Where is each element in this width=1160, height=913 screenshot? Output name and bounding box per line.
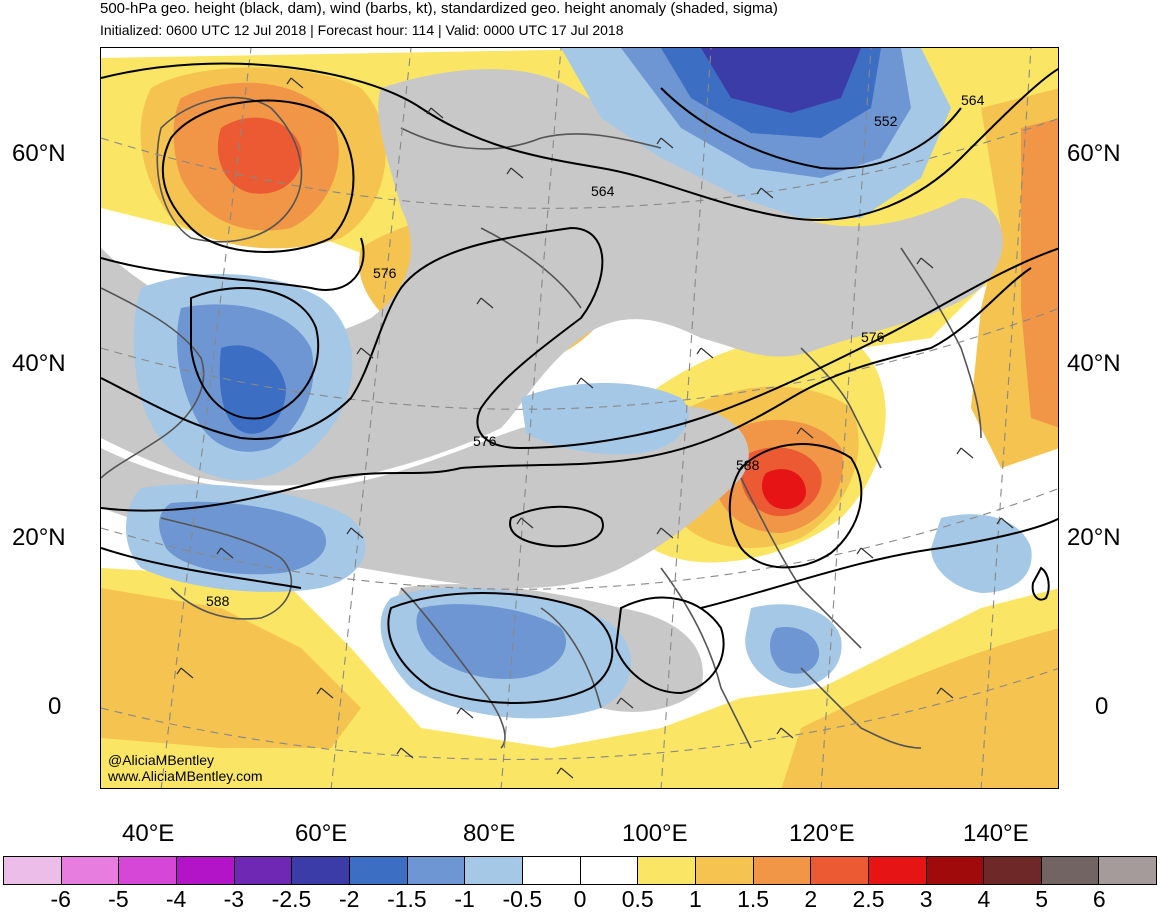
colorbar-swatch: [1099, 857, 1157, 884]
lat-label-60n-right: 60°N: [1067, 140, 1121, 167]
colorbar-swatch: [119, 857, 177, 884]
colorbar-swatch: [1041, 857, 1100, 884]
contour-label-552: 552: [874, 113, 898, 129]
colorbar-swatch: [811, 857, 869, 884]
credit-site: www.AliciaMBentley.com: [108, 768, 263, 784]
anomaly-negative-central: [521, 383, 689, 455]
colorbar-tick-label: 1.5: [737, 886, 770, 912]
colorbar-swatch: [695, 857, 754, 884]
colorbar-swatch: [61, 857, 120, 884]
colorbar-tick-label: 0.5: [621, 886, 654, 912]
lon-label-80e: 80°E: [463, 820, 516, 847]
colorbar-swatch: [349, 857, 408, 884]
colorbar-swatch: [465, 857, 523, 884]
colorbar-tick-label: 1: [688, 886, 702, 912]
lat-label-60n-left: 60°N: [12, 140, 66, 167]
contour-label-564: 564: [591, 183, 615, 199]
lat-label-40n-right: 40°N: [1067, 350, 1121, 377]
contour-label-576-central: 576: [473, 433, 497, 449]
graticule: [101, 48, 1058, 788]
chart-title: 500-hPa geo. height (black, dam), wind (…: [100, 0, 778, 17]
colorbar-tick-label: 2: [804, 886, 818, 912]
colorbar-swatch: [926, 857, 985, 884]
colorbar-tick-label: -0.5: [502, 886, 543, 912]
anomaly-negative-india-core: [416, 604, 567, 679]
colorbar-swatch: [407, 857, 466, 884]
lat-label-20n-left: 20°N: [12, 524, 66, 551]
colorbar-swatch: [638, 857, 696, 884]
credit-handle: @AliciaMBentley: [108, 752, 215, 768]
colorbar-swatch: [580, 857, 639, 884]
colorbar-tick-label: -6: [50, 886, 71, 912]
anomaly-positive-east-peak: [761, 469, 806, 510]
colorbar-tick-label: 6: [1092, 886, 1106, 912]
anomaly-negative-philippines-core: [769, 627, 820, 674]
colorbar-swatch: [753, 857, 812, 884]
anomaly-positive-south-core: [101, 588, 361, 748]
colorbar-tick-label: 5: [1035, 886, 1048, 912]
colorbar-tick-label: -4: [165, 886, 187, 912]
lat-label-40n-left: 40°N: [12, 350, 66, 377]
map-svg: 564 552 564 576 576 576 588 588: [101, 48, 1058, 788]
lon-label-120e: 120°E: [789, 820, 855, 847]
anomaly-negative-arabia-core: [159, 501, 327, 575]
chart-subtitle: Initialized: 0600 UTC 12 Jul 2018 | Fore…: [100, 22, 624, 38]
colorbar-tick-label: -2: [338, 886, 360, 912]
coastlines: [101, 96, 982, 749]
anomaly-negative-pacific: [931, 514, 1032, 593]
colorbar-swatch: [522, 857, 581, 884]
colorbar-tick-label: -2.5: [271, 886, 312, 912]
colorbar-tick-label: 3: [919, 886, 933, 912]
colorbar-swatch: [292, 857, 350, 884]
wind-barbs: [176, 77, 1014, 779]
colorbar-swatch: [868, 857, 927, 884]
contour-label-588-east: 588: [736, 457, 760, 473]
colorbar-tick-label: 0: [573, 886, 587, 912]
contour-label-564-north: 564: [961, 92, 985, 108]
height-contours: [101, 62, 1058, 704]
colorbar-tick-label: -3: [223, 886, 245, 912]
anomaly-negative-west-core: [219, 345, 286, 434]
anomaly-negative-north-max: [701, 48, 861, 113]
colorbar-swatch: [234, 857, 293, 884]
colorbar-swatch: [176, 857, 235, 884]
colorbar-tick-label: -5: [108, 886, 129, 912]
contour-label-576-east: 576: [861, 329, 885, 345]
colorbar: [3, 856, 1157, 885]
colorbar-tick-label: -1.5: [387, 886, 427, 912]
lat-label-0-right: 0: [1095, 693, 1109, 720]
lon-label-100e: 100°E: [622, 820, 688, 847]
lon-label-60e: 60°E: [295, 820, 348, 847]
colorbar-tick-label: 2.5: [852, 886, 885, 912]
contour-label-576-west: 576: [373, 265, 397, 281]
lon-label-40e: 40°E: [122, 820, 175, 847]
colorbar-tick-label: 4: [977, 886, 991, 912]
lat-label-20n-right: 20°N: [1067, 524, 1121, 551]
lat-label-0-left: 0: [48, 693, 62, 720]
anomaly-positive-pacific-core: [1021, 118, 1058, 428]
colorbar-swatch: [4, 857, 62, 884]
lon-label-140e: 140°E: [963, 820, 1029, 847]
colorbar-tick-label: -1: [454, 886, 475, 912]
map-panel: 564 552 564 576 576 576 588 588: [100, 47, 1059, 789]
contour-label-588-south: 588: [206, 593, 230, 609]
colorbar-swatch: [984, 857, 1042, 884]
